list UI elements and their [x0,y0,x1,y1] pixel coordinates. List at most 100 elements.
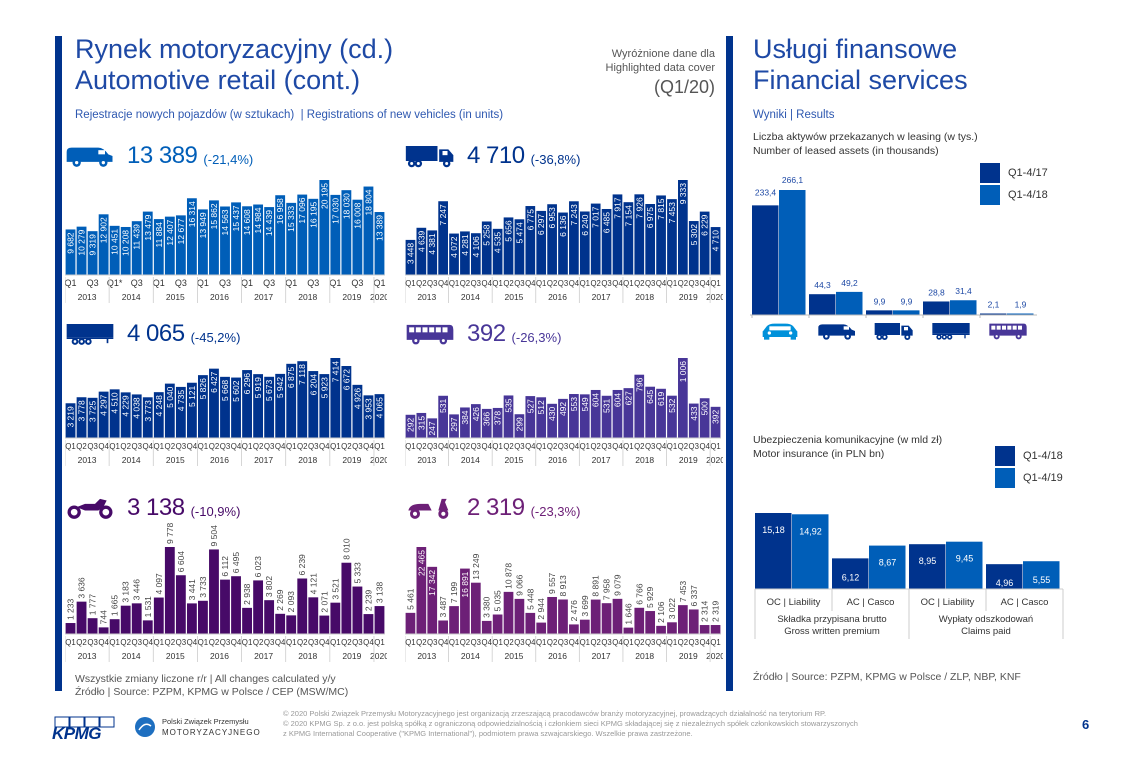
quarter-tick-label: Q3 [427,442,438,451]
quarter-tick-label: Q3 [645,638,656,647]
bar [667,622,677,634]
insurance-bar [946,541,983,589]
insurance-category-label: AC | Casco [1001,597,1049,608]
bar [153,597,164,634]
bar-label: 4 038 [132,397,142,419]
bar [514,414,525,438]
panel-header: 4 710 (-36,8%) [405,140,580,172]
quarter-tick-label: Q3 [689,279,700,288]
bar-label: 5 333 [352,562,362,584]
bar-label: 3 446 [132,579,142,601]
bar-label: 492 [558,402,568,416]
bar-label: 16 891 [460,571,470,597]
leasing-chart: 233,4 266,1 44,3 49,2 9,9 9,9 28,8 31,4 2,1 1,9 Q1… [750,160,1050,350]
bar-label: 3 380 [482,596,492,618]
bar [536,622,547,634]
quarter-tick-label: Q1 [330,638,341,647]
quarter-tick-label: Q1 [580,638,591,647]
bar [186,603,197,634]
bar-label: 512 [536,400,546,414]
quarter-tick-label: Q3 [263,278,275,288]
bar-label: 3 441 [187,579,197,601]
bar [231,576,241,634]
quarter-tick-label: Q3 [352,442,363,451]
legal-line-3: z KPMG International Cooperative ("KPMG … [283,729,693,738]
bar [65,623,76,634]
quarter-tick-label: Q1 [242,638,253,647]
bar-label: 1 531 [143,596,153,618]
legend-swatch [980,185,1000,205]
leasing-svg: 233,4 266,1 44,3 49,2 9,9 9,9 28,8 31,4 2,1 1,9 [750,175,1037,340]
quarter-tick-label: Q3 [601,279,612,288]
quarter-tick-label: Q1 [242,442,253,451]
bar [699,625,710,634]
quarter-tick-label: Q1 [405,442,416,451]
insurance-bar [909,544,946,589]
year-tick-label: 2019 [342,651,361,661]
quarter-tick-label: Q3 [558,638,569,647]
quarter-tick-label: Q1 [286,638,297,647]
insurance-category-label: AC | Casco [847,597,895,608]
year-tick-label: 2018 [635,651,654,661]
quarter-tick-label: Q2 [297,442,308,451]
kpmg-logo-text: KPMG [52,724,102,743]
bar-label: 22 465 [416,550,426,576]
leasing-bar-label: 266,1 [782,175,804,185]
bar-label: 4 510 [110,392,120,414]
quarter-tick-label: Q4 [482,279,493,288]
bar [503,395,514,438]
legend-swatch [995,468,1015,488]
bar [558,599,568,634]
quarter-tick-label: Q1 [536,442,547,451]
quarter-tick-label: Q1 [536,638,547,647]
quarter-tick-label: Q1 [536,279,547,288]
bar-label: 2 239 [363,590,373,612]
bar-label: 7 154 [623,205,633,227]
quarter-tick-label: Q1 [286,442,297,451]
bar-label: 3 636 [77,577,87,599]
bar-label: 16 195 [308,202,318,228]
bar [286,363,297,438]
leasing-bar [836,291,863,315]
quarter-tick-label: Q1 [710,638,721,647]
bar-label: 500 [700,401,710,415]
quarter-tick-label: Q1 [580,442,591,451]
bar [460,568,470,634]
bar-label: 3 953 [363,398,373,420]
quarter-tick-label: Q2 [76,442,87,451]
bar-label: 5 258 [482,224,492,246]
bar [275,613,286,634]
year-tick-label: 2017 [254,292,273,302]
bar [623,202,634,275]
left-notes: Wszystkie zmiany liczone r/r | All chang… [75,673,348,699]
bar [623,388,634,438]
page-title: Rynek motoryzacyjny (cd.) Automotive ret… [75,34,393,96]
bar [209,368,219,438]
bar-label: 13 389 [374,215,384,241]
bar-label: 7 414 [330,361,340,383]
bar-label: 5 923 [319,377,329,399]
bar [330,194,341,275]
quarter-tick-label: Q2 [590,279,601,288]
quarter-tick-label: Q2 [634,638,645,647]
year-tick-label: 2017 [592,455,611,465]
bar-label: 4 710 [711,230,721,252]
quarter-tick-label: Q3 [471,638,482,647]
leasing-bar-label: 28,8 [928,287,945,297]
insurance-bar [755,513,792,589]
year-tick-label: 2019 [679,292,698,302]
quarter-tick-label: Q3 [558,442,569,451]
bar-label: 7 118 [297,364,307,385]
year-tick-label: 2016 [210,651,229,661]
year-tick-label: 2016 [210,292,229,302]
pzpm-line1: Polski Związek Przemysłu [162,717,249,726]
bar [120,605,131,634]
headline-value: 2 319 [467,494,525,521]
truck-icon [874,323,913,340]
year-tick-label: 2014 [122,651,141,661]
bar [374,212,385,275]
bar [503,217,514,275]
bar [352,199,363,275]
left-accent-bar [55,36,62,691]
